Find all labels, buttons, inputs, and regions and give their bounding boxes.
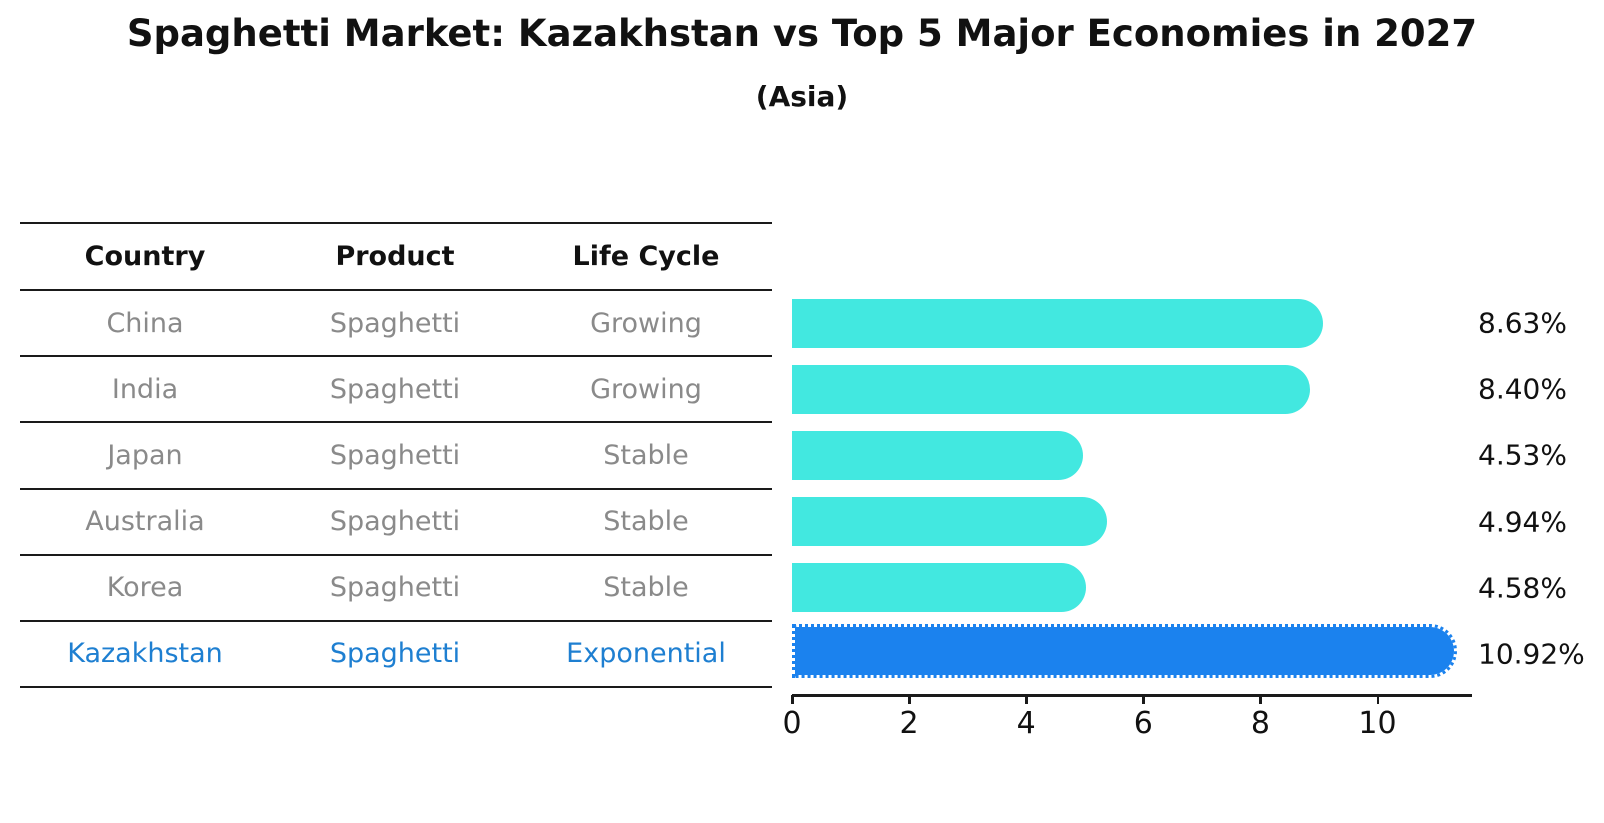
table-cell-country: Kazakhstan [67, 638, 223, 670]
bar-korea [792, 563, 1087, 613]
table-header-life_cycle: Life Cycle [572, 241, 720, 272]
table-top-border [20, 222, 772, 224]
chart-title: Spaghetti Market: Kazakhstan vs Top 5 Ma… [126, 12, 1478, 55]
bar-china [792, 298, 1324, 348]
x-axis-tick-label: 4 [1016, 706, 1036, 741]
table-row-divider [20, 289, 772, 291]
x-axis-tick [1376, 695, 1379, 704]
table-header-country: Country [84, 241, 206, 272]
table-row-divider [20, 355, 772, 358]
bar-value-label: 8.63% [1478, 306, 1567, 340]
table-cell-product: Spaghetti [329, 572, 461, 604]
table-bottom-border [20, 686, 772, 688]
table-cell-country: Japan [107, 439, 183, 471]
bar-value-label: 10.92% [1478, 637, 1585, 671]
x-axis-tick [1259, 695, 1262, 704]
x-axis-tick [1025, 695, 1028, 704]
x-axis-tick-label: 2 [899, 706, 919, 741]
table-cell-country: China [106, 307, 184, 339]
bar-value-label: 4.58% [1478, 571, 1567, 605]
x-axis-tick-label: 6 [1133, 706, 1153, 741]
table-row-divider [20, 487, 772, 490]
x-axis-tick [908, 695, 911, 704]
x-axis-line [792, 694, 1472, 697]
table-row-divider [20, 421, 772, 424]
table-cell-life_cycle: Stable [603, 506, 689, 538]
x-axis-tick-label: 10 [1358, 706, 1397, 741]
table-cell-life_cycle: Growing [590, 373, 702, 405]
table-cell-country: Australia [85, 506, 205, 538]
table-row-divider [20, 619, 772, 622]
table-cell-product: Spaghetti [329, 506, 461, 538]
bar-kazakhstan [792, 623, 1458, 678]
table-cell-product: Spaghetti [329, 307, 461, 339]
table-cell-country: India [111, 373, 179, 405]
bar-australia [792, 497, 1108, 546]
x-axis-tick [1142, 695, 1145, 704]
table-cell-country: Korea [106, 572, 184, 604]
table-cell-life_cycle: Stable [603, 439, 689, 471]
table-cell-life_cycle: Exponential [566, 638, 726, 670]
x-axis-tick-label: 8 [1250, 706, 1270, 741]
x-axis-tick [791, 695, 794, 704]
table-cell-life_cycle: Stable [603, 572, 689, 604]
bar-value-label: 4.94% [1478, 505, 1567, 539]
table-cell-product: Spaghetti [329, 439, 461, 471]
bar-india [792, 364, 1310, 414]
table-cell-product: Spaghetti [329, 638, 461, 670]
table-cell-product: Spaghetti [329, 373, 461, 405]
table-row-divider [20, 553, 772, 556]
bar-japan [792, 430, 1084, 480]
bar-value-label: 8.40% [1478, 372, 1567, 406]
x-axis-tick-label: 0 [782, 706, 802, 741]
table-cell-life_cycle: Growing [590, 307, 702, 339]
table-header-product: Product [335, 241, 455, 272]
bar-value-label: 4.53% [1478, 438, 1567, 472]
chart-subtitle: (Asia) [755, 80, 849, 113]
